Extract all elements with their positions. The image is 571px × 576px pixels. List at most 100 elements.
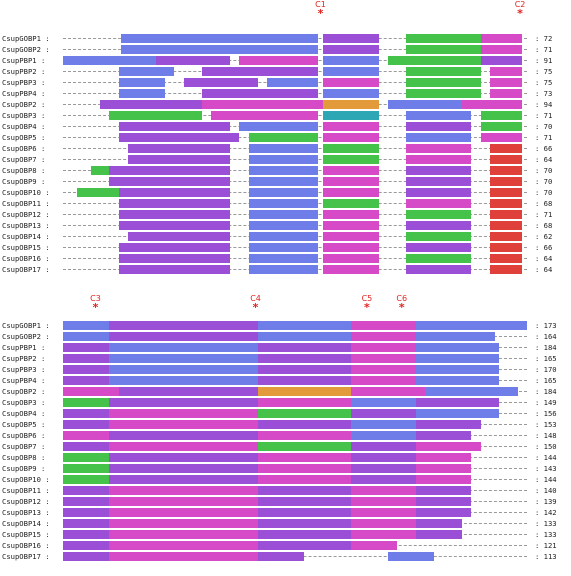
residue-block	[350, 398, 416, 407]
sequence-name: CsupOBP15 :	[2, 530, 50, 539]
residue-block	[109, 497, 258, 506]
sequence-name: CsupPBP3 :	[2, 365, 46, 374]
sequence-end-position: : 139	[535, 497, 557, 506]
asterisk-icon: *	[398, 301, 405, 314]
residue-block	[322, 199, 379, 208]
residue-block	[489, 78, 523, 87]
residue-block	[257, 354, 351, 363]
sequence-end-position: : 75	[535, 67, 553, 76]
sequence-end-position: : 71	[535, 45, 553, 54]
sequence-track	[63, 176, 527, 187]
sequence-row: CsupOBP16 :: 64	[0, 253, 571, 264]
sequence-track	[63, 33, 527, 44]
residue-block	[489, 243, 523, 252]
residue-block	[63, 475, 110, 484]
residue-block	[63, 376, 110, 385]
residue-block	[109, 332, 258, 341]
residue-block	[248, 254, 319, 263]
sequence-name: CsupPBP1 :	[2, 56, 46, 65]
residue-block	[118, 254, 231, 263]
residue-block	[118, 78, 166, 87]
residue-block	[257, 442, 351, 451]
sequence-track	[63, 430, 527, 441]
residue-block	[109, 166, 231, 175]
residue-block	[322, 89, 379, 98]
residue-block	[350, 530, 416, 539]
residue-block	[415, 508, 472, 517]
residue-block	[63, 56, 156, 65]
sequence-track	[63, 220, 527, 231]
residue-block	[322, 78, 379, 87]
sequence-row: CsupPBP4 :: 165	[0, 375, 571, 386]
residue-block	[248, 144, 319, 153]
sequence-row: CsupOBP9 :: 143	[0, 463, 571, 474]
sequence-track	[63, 77, 527, 88]
residue-block	[202, 67, 319, 76]
cysteine-marker: C6 *	[392, 294, 412, 314]
residue-block	[350, 508, 416, 517]
cysteine-label: C4	[250, 294, 261, 303]
sequence-end-position: : 133	[535, 519, 557, 528]
residue-block	[202, 89, 319, 98]
residue-block	[127, 232, 231, 241]
residue-block	[257, 332, 351, 341]
residue-block	[109, 442, 258, 451]
residue-block	[322, 100, 379, 109]
sequence-row: CsupOBP6 :: 148	[0, 430, 571, 441]
residue-block	[118, 221, 231, 230]
residue-block	[406, 221, 472, 230]
sequence-end-position: : 91	[535, 56, 553, 65]
residue-block	[480, 34, 523, 43]
sequence-end-position: : 66	[535, 243, 553, 252]
residue-block	[121, 45, 319, 54]
residue-block	[239, 122, 319, 131]
residue-block	[63, 541, 110, 550]
sequence-row: CsupOBP3 :: 71	[0, 110, 571, 121]
cysteine-label: C2	[514, 0, 526, 9]
residue-block	[63, 354, 110, 363]
cysteine-label: C1	[315, 0, 326, 9]
residue-block	[415, 398, 500, 407]
sequence-row: CsupOBP8 :: 144	[0, 452, 571, 463]
residue-block	[406, 188, 472, 197]
sequence-row: CsupOBP13 :: 142	[0, 507, 571, 518]
residue-block	[415, 442, 481, 451]
residue-block	[406, 67, 481, 76]
residue-block	[350, 354, 416, 363]
residue-block	[248, 177, 319, 186]
sequence-row: CsupOBP10 :: 144	[0, 474, 571, 485]
residue-block	[322, 133, 379, 142]
residue-block	[322, 210, 379, 219]
sequence-row: CsupOBP9 :: 70	[0, 176, 571, 187]
sequence-row: CsupOBP15 :: 133	[0, 529, 571, 540]
sequence-row: CsupGOBP1 :: 173	[0, 320, 571, 331]
sequence-row: CsupOBP17 :: 113	[0, 551, 571, 562]
residue-block	[489, 67, 523, 76]
sequence-row: CsupOBP3 :: 149	[0, 397, 571, 408]
residue-block	[109, 111, 203, 120]
residue-block	[257, 365, 351, 374]
sequence-name: CsupOBP3 :	[2, 398, 46, 407]
residue-block	[322, 67, 379, 76]
residue-block	[350, 464, 416, 473]
cysteine-marker: C5 *	[357, 294, 377, 313]
sequence-track	[63, 242, 527, 253]
residue-block	[406, 166, 472, 175]
residue-block	[387, 100, 463, 109]
sequence-name: CsupOBP3 :	[2, 111, 46, 120]
residue-block	[489, 232, 523, 241]
residue-block	[109, 508, 258, 517]
residue-block	[406, 78, 481, 87]
residue-block	[257, 541, 351, 550]
sequence-row: CsupOBP10 :: 70	[0, 187, 571, 198]
sequence-name: CsupPBP4 :	[2, 376, 46, 385]
sequence-track	[63, 353, 527, 364]
sequence-row: CsupOBP12 :: 71	[0, 209, 571, 220]
residue-block	[489, 155, 523, 164]
sequence-row: CsupOBP7 :: 64	[0, 154, 571, 165]
asterisk-icon: *	[517, 7, 523, 20]
residue-block	[406, 254, 472, 263]
residue-block	[322, 243, 379, 252]
residue-block	[257, 519, 351, 528]
sequence-name: CsupOBP11 :	[2, 486, 50, 495]
